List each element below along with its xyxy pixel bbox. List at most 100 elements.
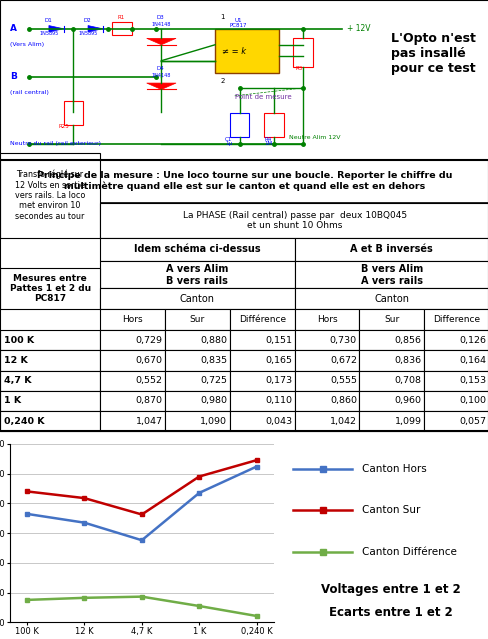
Bar [165,411,229,431]
Text: 0,164: 0,164 [459,356,486,365]
Bar [294,411,359,431]
Bar [229,309,294,330]
Text: Point de mesure: Point de mesure [234,94,291,100]
Bar [294,261,488,288]
Text: 0,100: 0,100 [459,396,486,406]
Bar [229,330,294,350]
Bar [424,330,488,350]
Text: 0,870: 0,870 [135,396,162,406]
Bar [294,371,359,391]
Bar [0,371,100,391]
Text: D4: D4 [156,66,164,72]
Text: 4,7 K: 4,7 K [4,376,31,385]
Text: 2: 2 [220,78,224,84]
Bar [100,288,294,309]
Text: 0,835: 0,835 [200,356,227,365]
Text: 1N5895: 1N5895 [78,31,97,36]
Text: 0,860: 0,860 [329,396,356,406]
Bar [293,38,312,67]
Text: B: B [10,72,17,81]
Text: Canton Sur: Canton Sur [361,505,419,515]
Bar [229,411,294,431]
Bar [100,350,164,371]
Bar [229,371,294,391]
Text: R4: R4 [264,137,271,142]
Bar [294,309,359,330]
Text: R1: R1 [117,15,124,20]
Bar [229,391,294,411]
Text: 0,880: 0,880 [200,335,227,344]
Bar [100,238,294,261]
Bar [100,411,164,431]
Text: Canton Hors: Canton Hors [361,464,426,473]
Text: Différence: Différence [238,315,285,324]
Text: 0,552: 0,552 [135,376,162,385]
Bar [294,238,488,261]
Text: 0,151: 0,151 [264,335,292,344]
Text: Mesures entre
Pattes 1 et 2 du
PC817: Mesures entre Pattes 1 et 2 du PC817 [10,273,90,304]
Text: Difference: Difference [432,315,479,324]
Bar [424,350,488,371]
Text: 0,836: 0,836 [394,356,421,365]
Polygon shape [146,83,176,89]
Text: 0,856: 0,856 [394,335,421,344]
Bar [165,330,229,350]
Bar [100,330,164,350]
Bar [215,29,278,73]
Text: 0,173: 0,173 [264,376,292,385]
Text: Voltages entre 1 et 2: Voltages entre 1 et 2 [321,583,460,596]
Text: 1N4148: 1N4148 [151,22,171,27]
Text: 0,670: 0,670 [135,356,162,365]
Bar [0,411,100,431]
Text: PC817: PC817 [229,23,247,28]
Text: La PHASE (Rail central) passe par  deux 10BQ045
et un shunt 10 Ohms: La PHASE (Rail central) passe par deux 1… [182,211,406,230]
Bar [63,101,83,125]
Text: ≠ = k: ≠ = k [222,47,246,56]
Text: R3: R3 [295,66,303,72]
Text: 12 K: 12 K [4,356,28,365]
Text: 0,555: 0,555 [329,376,356,385]
Text: Hors: Hors [316,315,337,324]
Text: 1,042: 1,042 [329,417,356,426]
Bar [0,160,488,203]
Text: Neutre Alim 12V: Neutre Alim 12V [288,135,339,140]
Bar [165,391,229,411]
Text: R25: R25 [59,124,69,129]
Text: Sur: Sur [189,315,204,324]
Text: 1µ: 1µ [224,141,231,146]
Bar [112,22,132,35]
Text: 0,960: 0,960 [394,396,421,406]
Text: 1 K: 1 K [4,396,21,406]
Bar [100,391,164,411]
Bar [0,350,100,371]
Bar [294,350,359,371]
Bar [100,371,164,391]
Text: 0,980: 0,980 [200,396,227,406]
Bar [0,153,100,238]
Text: Idem schéma ci-dessus: Idem schéma ci-dessus [134,244,260,254]
Polygon shape [88,26,102,32]
Bar [359,309,423,330]
Text: Canton Différence: Canton Différence [361,547,456,557]
Text: Canton: Canton [180,294,215,304]
Text: 0,057: 0,057 [459,417,486,426]
Bar [424,411,488,431]
Text: D2: D2 [83,19,91,24]
Bar [0,391,100,411]
Bar [424,309,488,330]
Text: 1: 1 [220,14,224,20]
Text: 0,043: 0,043 [264,417,292,426]
Bar [100,261,294,288]
Bar [359,391,423,411]
Text: Neutre du rail (rail exterieur): Neutre du rail (rail exterieur) [10,141,101,146]
Text: 0,165: 0,165 [264,356,292,365]
Text: 0,126: 0,126 [459,335,486,344]
Text: A: A [10,24,17,33]
Text: Principe de la mesure : Une loco tourne sur une boucle. Reporter le chiffre du
m: Principe de la mesure : Une loco tourne … [37,171,451,192]
Text: 100 K: 100 K [4,335,34,344]
Text: Canton: Canton [373,294,408,304]
Bar [359,330,423,350]
Text: C1: C1 [224,137,232,142]
Text: 1N4148: 1N4148 [151,73,171,78]
Text: D3: D3 [156,15,164,20]
